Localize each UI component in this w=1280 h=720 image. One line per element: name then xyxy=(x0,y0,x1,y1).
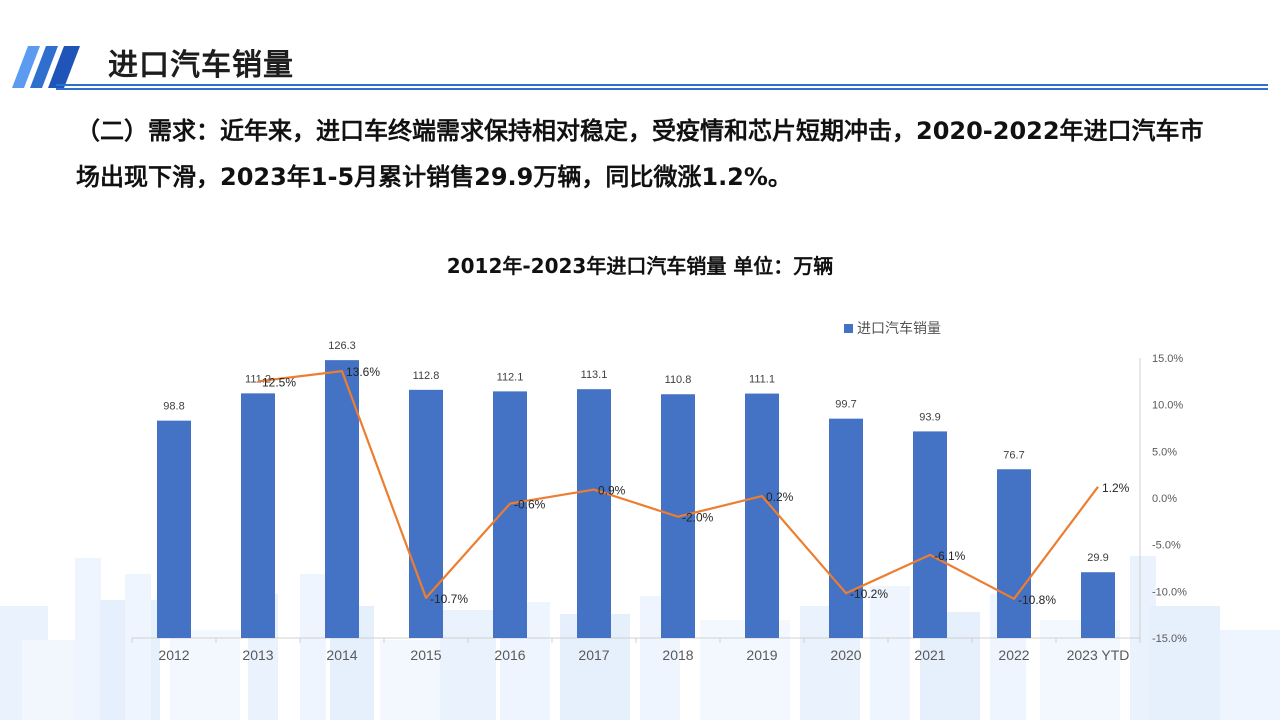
y-axis-right-tick-label: 10.0% xyxy=(1152,400,1183,412)
line-data-label: 1.2% xyxy=(1102,481,1130,495)
line-data-label: 13.6% xyxy=(346,365,380,379)
x-tick-label: 2016 xyxy=(494,647,525,663)
x-tick-label: 2023 YTD xyxy=(1067,647,1130,663)
skyline-building xyxy=(22,640,82,720)
x-tick-label: 2019 xyxy=(746,647,777,663)
line-data-label: -2.0% xyxy=(682,511,714,525)
bar-data-label: 76.7 xyxy=(1003,449,1024,461)
chart-legend: 进口汽车销量 xyxy=(844,318,941,338)
bar-data-label: 111.1 xyxy=(749,374,775,386)
bar-data-label: 126.3 xyxy=(328,340,356,352)
bar-data-label: 112.8 xyxy=(413,370,440,382)
bar-2022 xyxy=(997,469,1031,638)
x-tick-label: 2014 xyxy=(326,647,357,663)
x-tick-label: 2012 xyxy=(158,647,189,663)
line-data-label: -0.6% xyxy=(514,498,546,512)
bar-2016 xyxy=(493,391,527,638)
line-data-label: -6.1% xyxy=(934,549,966,563)
legend-label-bar: 进口汽车销量 xyxy=(857,321,941,337)
bar-2013 xyxy=(241,393,275,638)
header-divider-lower xyxy=(56,88,1268,90)
y-axis-right-tick-label: 0.0% xyxy=(1152,493,1177,505)
bar-2019 xyxy=(745,393,779,638)
legend-swatch-bar xyxy=(844,323,853,333)
bar-data-label: 93.9 xyxy=(919,411,940,423)
line-data-label: -10.7% xyxy=(430,592,468,606)
bar-data-label: 112.1 xyxy=(497,371,524,383)
line-data-label: -10.2% xyxy=(850,587,888,601)
bar-data-label: 99.7 xyxy=(835,399,856,411)
x-tick-label: 2017 xyxy=(578,647,609,663)
x-tick-label: 2022 xyxy=(998,647,1029,663)
x-tick-label: 2013 xyxy=(242,647,273,663)
bar-2023 YTD xyxy=(1081,572,1115,638)
bar-2012 xyxy=(157,420,191,638)
y-axis-right-tick-label: -10.0% xyxy=(1152,586,1187,598)
x-tick-label: 2021 xyxy=(914,647,945,663)
bar-2014 xyxy=(325,360,359,638)
header-stripes-icon xyxy=(12,46,80,88)
chart-title: 2012年-2023年进口汽车销量 单位：万辆 xyxy=(446,254,834,278)
bar-data-label: 29.9 xyxy=(1087,552,1108,564)
line-data-label: 0.2% xyxy=(766,490,794,504)
skyline-building xyxy=(75,558,101,720)
bar-2021 xyxy=(913,431,947,638)
bar-2020 xyxy=(829,418,863,638)
x-tick-label: 2020 xyxy=(830,647,861,663)
x-tick-label: 2015 xyxy=(410,647,441,663)
skyline-building xyxy=(870,586,910,720)
bar-data-label: 98.8 xyxy=(163,401,184,413)
header-divider xyxy=(56,84,1268,86)
y-axis-right-tick-label: 5.0% xyxy=(1152,446,1177,458)
skyline-building xyxy=(1150,606,1220,720)
skyline-building xyxy=(440,610,496,720)
skyline-building xyxy=(1220,630,1280,720)
skyline-building xyxy=(170,630,240,720)
skyline-building xyxy=(380,640,450,720)
page-title: 进口汽车销量 xyxy=(108,48,294,83)
line-data-label: 12.5% xyxy=(262,375,296,389)
y-axis-right-tick-label: -15.0% xyxy=(1152,633,1187,645)
skyline-building xyxy=(300,574,326,720)
growth-rate-line xyxy=(257,370,1099,600)
y-axis-right-tick-label: 15.0% xyxy=(1152,353,1183,365)
line-data-label: 0.9% xyxy=(598,484,626,498)
x-tick-label: 2018 xyxy=(662,647,693,663)
bar-data-label: 113.1 xyxy=(581,369,608,381)
line-data-label: -10.8% xyxy=(1018,593,1056,607)
bar-data-label: 110.8 xyxy=(665,374,692,386)
bar-data-label: 111.2 xyxy=(245,373,271,385)
intro-paragraph: （二）需求：近年来，进口车终端需求保持相对稳定，受疫情和芯片短期冲击，2020-… xyxy=(76,117,1204,191)
skyline-building xyxy=(125,574,151,720)
bar-2017 xyxy=(577,389,611,638)
y-axis-right-tick-label: -5.0% xyxy=(1152,540,1181,552)
